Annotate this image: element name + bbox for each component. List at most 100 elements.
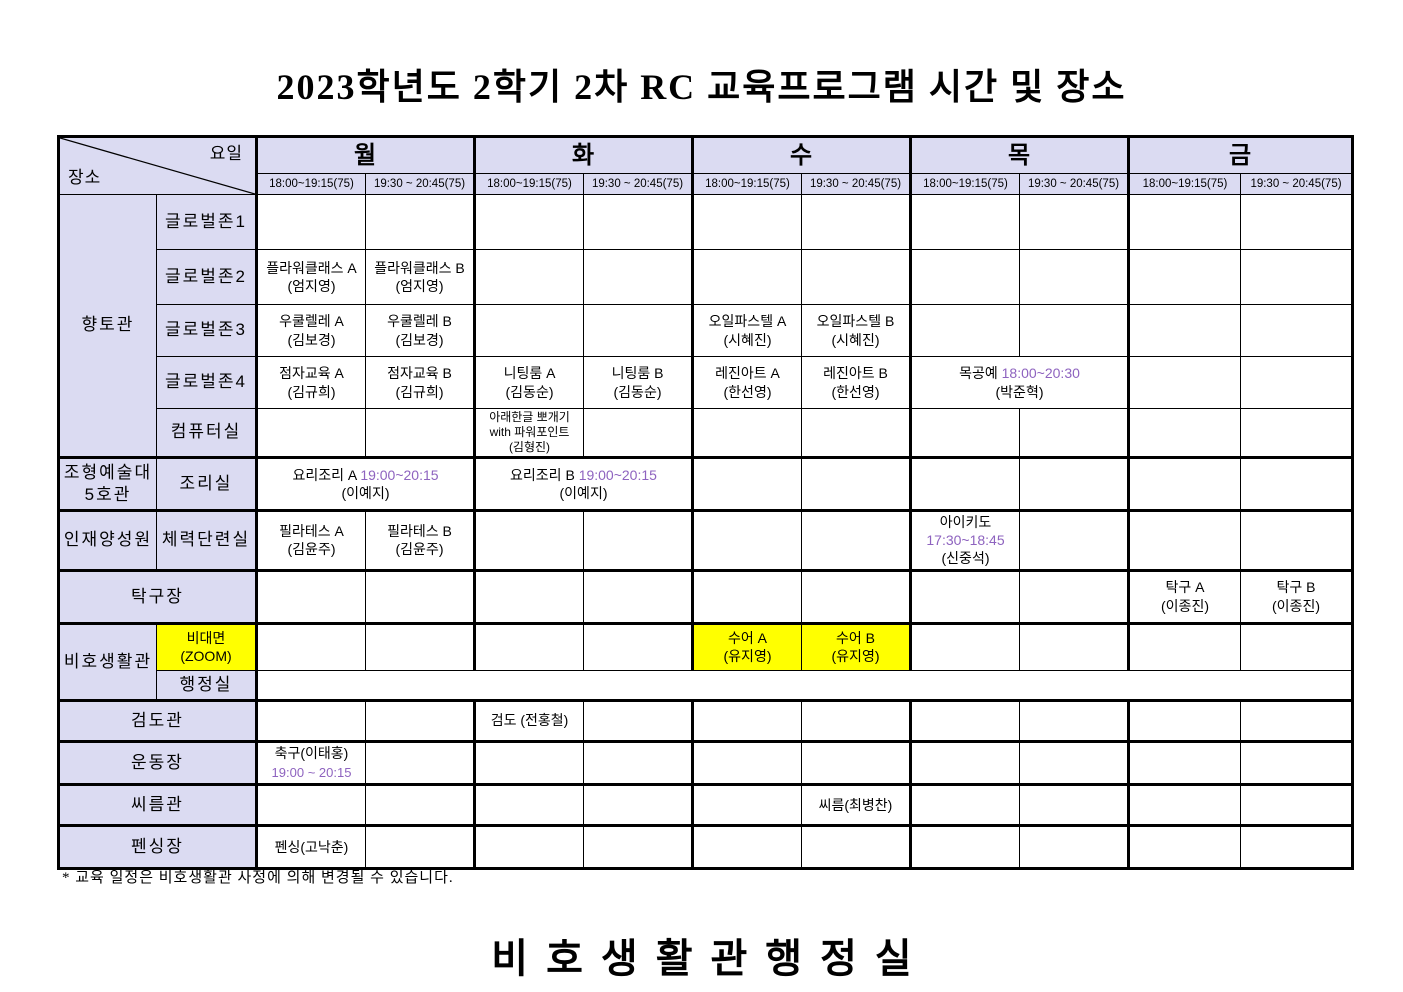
cell-woodcraft: 목공예 18:00~20:30 (박준혁) [909, 356, 1129, 409]
empty-cell [801, 824, 911, 869]
cell-knitting-b: 니팅룸 B (김동순) [583, 356, 693, 409]
empty-cell [801, 740, 911, 786]
empty-cell [691, 740, 802, 786]
empty-cell [909, 304, 1020, 357]
soccer-time: 19:00 ~ 20:15 [271, 764, 352, 780]
day-header-tue: 화 [473, 136, 693, 174]
empty-cell [1127, 304, 1241, 357]
empty-cell [691, 824, 802, 869]
time-slot-header: 19:30 ~ 20:45(75) [365, 173, 475, 195]
cell-cooking-b: 요리조리 B 19:00~20:15 (이예지) [473, 457, 693, 512]
empty-cell [801, 510, 911, 572]
empty-cell [473, 194, 584, 250]
cell-pilates-b: 필라테스 B (김윤주) [365, 510, 475, 572]
soccer-name: 축구(이태홍) [274, 744, 349, 761]
room-ssireum: 씨름관 [58, 783, 257, 827]
empty-cell [255, 699, 366, 743]
empty-cell [1240, 304, 1353, 357]
footer-title: 비호생활관행정실 [491, 936, 930, 981]
empty-cell [909, 569, 1020, 625]
empty-cell [255, 569, 366, 625]
empty-cell [365, 622, 475, 671]
cooking-a-teacher: (이예지) [341, 485, 390, 501]
cell-fencing: 펜싱(고낙춘) [255, 824, 366, 869]
empty-cell [583, 699, 693, 743]
empty-cell [583, 824, 693, 869]
empty-cell [909, 194, 1020, 250]
cooking-b-name: 요리조리 B [510, 466, 575, 483]
building-johyung-5: 조형예술대 5호관 [58, 457, 157, 512]
empty-cell [1019, 510, 1129, 572]
cell-table-tennis-a: 탁구 A (이종진) [1127, 569, 1241, 625]
empty-cell [801, 194, 911, 250]
room-field: 운동장 [58, 740, 257, 786]
empty-cell [691, 699, 802, 743]
empty-cell [365, 408, 475, 459]
empty-cell [909, 824, 1020, 869]
diagonal-line [60, 138, 255, 194]
empty-cell [801, 457, 911, 512]
woodcraft-time: 18:00~20:30 [1001, 365, 1080, 382]
day-axis-label: 요일 [209, 144, 243, 163]
empty-cell [909, 457, 1020, 512]
cell-braille-b: 점자교육 B (김규희) [365, 356, 475, 409]
woodcraft-teacher: (박준혁) [995, 383, 1044, 400]
empty-cell [1127, 356, 1241, 409]
empty-cell [473, 622, 584, 671]
empty-cell [1127, 510, 1241, 572]
day-header-mon: 월 [255, 136, 475, 174]
empty-cell [583, 194, 693, 250]
room-fitness: 체력단련실 [156, 510, 257, 572]
empty-cell [255, 194, 366, 250]
empty-cell [1019, 622, 1129, 671]
room-pingpong: 탁구장 [58, 569, 257, 625]
cell-braille-a: 점자교육 A (김규희) [255, 356, 366, 409]
day-header-thu: 목 [909, 136, 1129, 174]
empty-cell [583, 408, 693, 459]
empty-cell [1240, 356, 1353, 409]
empty-cell [1127, 194, 1241, 250]
empty-cell [473, 783, 584, 827]
cooking-a-time: 19:00~20:15 [360, 466, 439, 483]
empty-cell [365, 824, 475, 869]
time-slot-header: 18:00~19:15(75) [473, 173, 584, 195]
aikido-teacher: (신중석) [941, 550, 990, 567]
cell-soccer: 축구(이태홍) 19:00 ~ 20:15 [255, 740, 366, 786]
empty-cell [1240, 622, 1353, 671]
time-slot-header: 19:30 ~ 20:45(75) [1240, 173, 1353, 195]
empty-cell [909, 249, 1020, 305]
empty-cell [365, 699, 475, 743]
empty-cell [583, 783, 693, 827]
cell-cooking-a: 요리조리 A 19:00~20:15 (이예지) [255, 457, 475, 512]
empty-cell [1019, 783, 1129, 827]
aikido-time: 17:30~18:45 [926, 532, 1005, 549]
room-global1: 글로벌존1 [156, 194, 257, 250]
time-slot-header: 18:00~19:15(75) [691, 173, 802, 195]
cooking-b-time: 19:00~20:15 [578, 466, 657, 483]
empty-cell [1240, 249, 1353, 305]
empty-cell [691, 457, 802, 512]
empty-cell [1019, 740, 1129, 786]
empty-cell [909, 622, 1020, 671]
building-injae: 인재양성원 [58, 510, 157, 572]
empty-cell [365, 569, 475, 625]
time-slot-header: 18:00~19:15(75) [1127, 173, 1241, 195]
empty-cell [255, 622, 366, 671]
empty-cell [1240, 824, 1353, 869]
empty-cell [583, 249, 693, 305]
empty-cell [583, 510, 693, 572]
cell-ukulele-b: 우쿨렐레 B (김보경) [365, 304, 475, 357]
empty-cell [365, 783, 475, 827]
cell-pilates-a: 필라테스 A (김윤주) [255, 510, 366, 572]
empty-cell [1240, 408, 1353, 459]
empty-cell [1240, 740, 1353, 786]
time-slot-header: 19:30 ~ 20:45(75) [801, 173, 911, 195]
room-global4: 글로벌존4 [156, 356, 257, 409]
cell-oilpastel-a: 오일파스텔 A (시혜진) [691, 304, 802, 357]
empty-cell [255, 669, 1353, 702]
cell-flower-class-b: 플라워클래스 B (엄지영) [365, 249, 475, 305]
empty-cell [1019, 457, 1129, 512]
cell-knitting-a: 니팅룸 A (김동순) [473, 356, 584, 409]
empty-cell [1019, 824, 1129, 869]
empty-cell [691, 408, 802, 459]
